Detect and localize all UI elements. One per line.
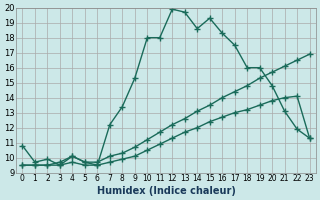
- X-axis label: Humidex (Indice chaleur): Humidex (Indice chaleur): [97, 186, 236, 196]
